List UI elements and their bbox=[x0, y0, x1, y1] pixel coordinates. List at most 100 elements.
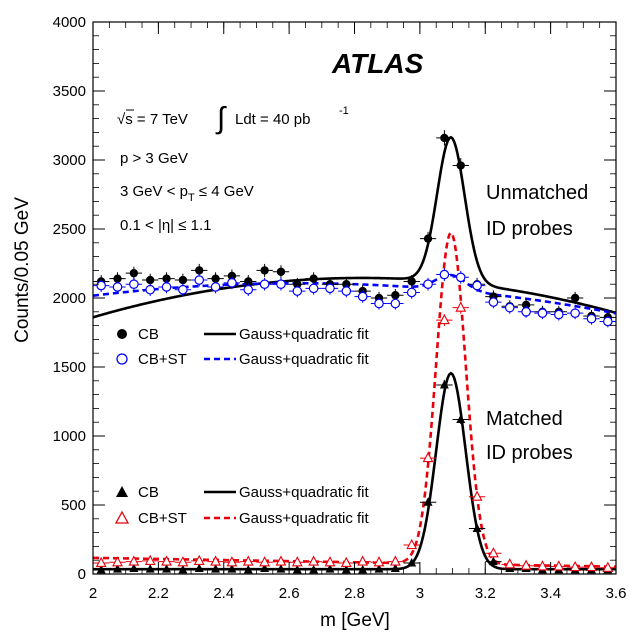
data-point bbox=[211, 274, 220, 283]
data-point bbox=[340, 556, 352, 568]
data-point bbox=[324, 556, 336, 567]
data-point bbox=[162, 564, 172, 573]
data-point bbox=[146, 275, 155, 285]
data-point bbox=[602, 561, 614, 572]
legend-bottom: CB CB+ST Gauss+quadratic fit Gauss+quadr… bbox=[114, 484, 369, 527]
data-point bbox=[275, 555, 287, 566]
y-tick-label: 2500 bbox=[53, 221, 86, 238]
momentum-cut: p > 3 GeV bbox=[120, 150, 188, 167]
data-point bbox=[439, 379, 449, 389]
data-point bbox=[406, 538, 418, 550]
data-point bbox=[276, 279, 286, 289]
data-point bbox=[488, 297, 499, 307]
y-tick-label: 3000 bbox=[53, 152, 86, 169]
series-2 bbox=[93, 268, 616, 328]
data-point bbox=[570, 308, 580, 318]
data-point bbox=[276, 564, 286, 573]
data-point bbox=[161, 555, 172, 566]
data-point bbox=[195, 266, 204, 275]
data-point bbox=[407, 277, 416, 286]
x-axis-label: m [GeV] bbox=[320, 610, 390, 631]
data-point bbox=[407, 557, 417, 567]
data-point bbox=[292, 564, 302, 574]
eta-cut: 0.1 < |η| ≤ 1.1 bbox=[120, 217, 212, 234]
data-point bbox=[570, 293, 580, 303]
data-point bbox=[227, 271, 237, 281]
data-point bbox=[128, 555, 140, 566]
data-markers bbox=[93, 130, 616, 574]
lumi-integral-sign: ∫ bbox=[215, 102, 227, 135]
data-point bbox=[520, 559, 532, 570]
data-point bbox=[586, 313, 597, 324]
pt-cut-label: 3 GeV < pT ≤ 4 GeV bbox=[120, 183, 254, 204]
data-point bbox=[357, 291, 368, 302]
data-point bbox=[423, 234, 433, 243]
data-point bbox=[438, 313, 450, 325]
data-point bbox=[259, 556, 271, 567]
data-point bbox=[471, 490, 483, 501]
x-tick-label: 3.2 bbox=[475, 585, 496, 602]
legend-bottom-cbst: CB+ST bbox=[138, 510, 187, 527]
data-point bbox=[194, 563, 204, 572]
data-point bbox=[537, 560, 548, 571]
lumi-label: Ldt = 40 pb bbox=[235, 111, 310, 128]
matched-label-line1: Matched bbox=[486, 408, 563, 430]
data-point bbox=[342, 280, 351, 289]
atlas-label: ATLAS bbox=[331, 48, 424, 79]
data-point bbox=[243, 284, 254, 295]
data-point bbox=[488, 556, 498, 566]
data-point bbox=[309, 564, 319, 574]
data-point bbox=[129, 268, 139, 278]
unmatched-label-line1: Unmatched bbox=[486, 182, 588, 204]
data-point bbox=[455, 272, 466, 283]
data-point bbox=[260, 266, 269, 275]
y-tick-label: 4000 bbox=[53, 14, 86, 31]
lumi-exponent: -1 bbox=[339, 105, 349, 117]
data-point bbox=[341, 286, 352, 296]
data-point bbox=[162, 274, 171, 283]
data-point bbox=[193, 554, 205, 565]
legend-top: CB CB+ST Gauss+quadratic fit Gauss+quadr… bbox=[116, 326, 369, 368]
data-point bbox=[292, 286, 303, 296]
legend-bottom-cb: CB bbox=[138, 484, 159, 501]
data-point bbox=[325, 283, 335, 294]
pt-cut-a: 3 GeV < p bbox=[120, 183, 188, 200]
data-point bbox=[521, 306, 531, 317]
data-point bbox=[390, 563, 400, 572]
data-point bbox=[569, 560, 581, 572]
data-point bbox=[178, 284, 188, 295]
data-point bbox=[553, 560, 565, 571]
data-point bbox=[96, 280, 106, 291]
x-tick-label: 2.8 bbox=[344, 585, 365, 602]
data-point bbox=[603, 316, 613, 327]
data-point bbox=[406, 287, 417, 298]
x-tick-label: 2.6 bbox=[279, 585, 300, 602]
matched-label-line2: ID probes bbox=[486, 442, 573, 464]
data-point bbox=[145, 564, 155, 573]
data-point bbox=[293, 280, 302, 289]
data-point bbox=[488, 547, 499, 558]
x-tick-label: 3 bbox=[416, 585, 424, 602]
legend-top-cb: CB bbox=[138, 326, 159, 343]
x-tick-label: 2.4 bbox=[213, 585, 234, 602]
data-point bbox=[423, 279, 433, 289]
data-point bbox=[177, 556, 189, 567]
data-point bbox=[259, 279, 270, 289]
data-point bbox=[308, 555, 320, 566]
fit-curve-3 bbox=[93, 371, 616, 571]
data-point bbox=[374, 564, 384, 573]
y-tick-label: 3500 bbox=[53, 83, 86, 100]
legend-top-fit1: Gauss+quadratic fit bbox=[239, 326, 369, 343]
data-point bbox=[455, 301, 467, 312]
data-point bbox=[227, 278, 237, 288]
data-point bbox=[472, 523, 482, 532]
data-point bbox=[129, 563, 139, 572]
legend-top-cbst: CB+ST bbox=[138, 351, 187, 368]
data-point bbox=[521, 300, 531, 310]
data-point bbox=[194, 275, 205, 285]
data-point bbox=[112, 282, 123, 292]
pt-cut-b: ≤ 4 GeV bbox=[195, 183, 254, 200]
y-axis-label: Counts/0.05 GeV bbox=[12, 197, 33, 343]
data-point bbox=[244, 277, 253, 286]
data-point bbox=[112, 556, 123, 567]
